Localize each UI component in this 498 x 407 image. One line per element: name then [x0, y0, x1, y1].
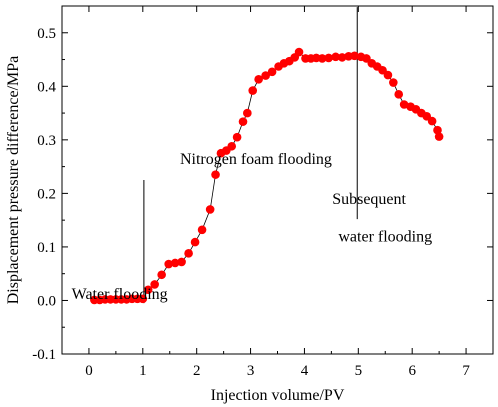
data-point: [211, 170, 220, 179]
data-point: [383, 70, 393, 80]
y-tick-label: 0.2: [37, 186, 56, 202]
data-point: [232, 132, 242, 142]
data-point: [150, 280, 159, 289]
data-point: [190, 237, 200, 247]
y-tick-label: 0.1: [37, 240, 56, 256]
annotation-label: Nitrogen foam flooding: [180, 151, 332, 168]
data-point: [164, 259, 173, 269]
data-point: [238, 117, 248, 126]
data-point: [254, 75, 263, 84]
data-point: [427, 116, 437, 126]
annotation-label: Subsequent: [332, 191, 406, 208]
data-point: [143, 285, 153, 295]
data-point: [294, 47, 304, 57]
divider-layer: [143, 7, 358, 304]
data-point: [331, 52, 340, 62]
data-point: [157, 270, 166, 280]
data-point: [267, 67, 277, 77]
data-point: [138, 294, 148, 304]
data-point: [248, 86, 258, 95]
series-line: [94, 51, 440, 301]
x-tick-label: 6: [408, 363, 416, 379]
x-tick-label: 3: [247, 363, 255, 379]
data-point: [324, 53, 333, 63]
y-tick-label: -0.1: [32, 347, 56, 363]
data-point: [337, 53, 347, 62]
data-point: [170, 258, 180, 268]
y-axis-label: Displacement pressure difference/MPa: [5, 56, 22, 305]
data-point: [434, 132, 444, 141]
x-axis-label: Injection volume/PV: [211, 387, 345, 404]
data-point: [177, 257, 186, 267]
annotation-label: Water flooding: [72, 286, 168, 303]
data-point: [243, 108, 252, 118]
data-point: [197, 225, 207, 235]
data-point: [394, 90, 404, 99]
annotation-label: water flooding: [338, 229, 432, 246]
x-tick-label: 2: [193, 363, 201, 379]
data-point: [261, 71, 270, 80]
x-tick-label: 7: [462, 363, 470, 379]
x-tick-label: 1: [139, 363, 147, 379]
y-tick-label: 0.5: [37, 26, 56, 42]
data-point: [389, 78, 398, 87]
annotation-layer: Water flooding Nitrogen foam flooding Subs…: [72, 151, 432, 303]
y-tick-label: 0.3: [37, 133, 56, 149]
data-points: [90, 47, 444, 305]
data-point: [205, 205, 215, 214]
data-point: [433, 125, 442, 135]
data-point: [227, 141, 237, 151]
y-tick-label: 0.4: [37, 79, 56, 95]
data-point: [317, 54, 327, 63]
x-tick-label: 5: [355, 363, 363, 379]
data-point: [184, 249, 193, 258]
x-tick-label: 0: [85, 363, 93, 379]
x-tick-label: 4: [301, 363, 309, 379]
data-point: [399, 100, 409, 109]
y-tick-label: 0.0: [37, 293, 56, 309]
tick-layer: 0 1 2 3 4 5 6 7 -0.1 0.0 0.1 0.2 0.3 0.4 0.5: [32, 5, 494, 379]
data-point: [350, 51, 359, 61]
